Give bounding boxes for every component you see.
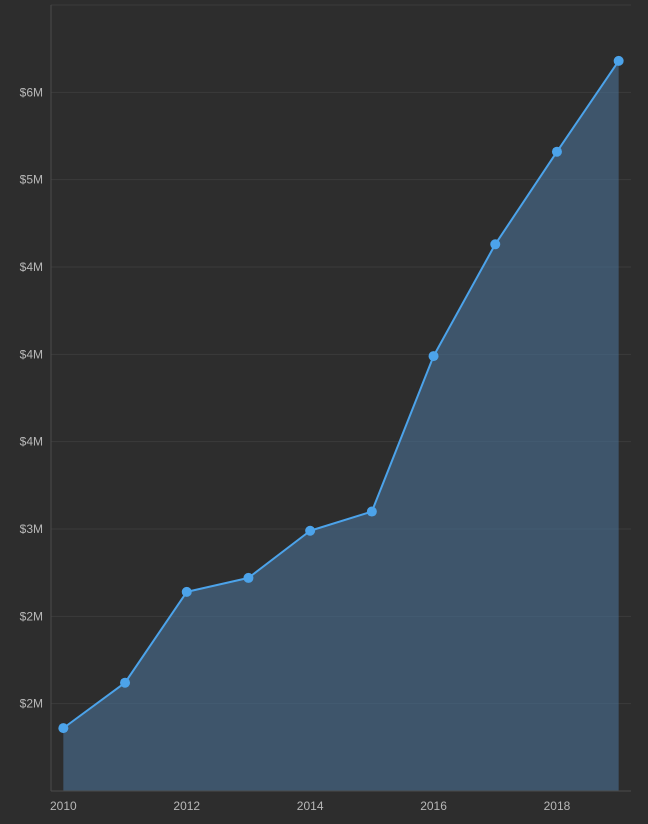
x-axis-tick-labels: 2010 2012 2014 2016 2018 bbox=[50, 799, 571, 813]
data-point bbox=[58, 723, 69, 734]
y-tick-label: $5M bbox=[20, 173, 43, 187]
y-tick-label: $2M bbox=[20, 609, 43, 623]
x-tick-label: 2018 bbox=[544, 799, 571, 813]
y-tick-label: $4M bbox=[20, 347, 43, 361]
area-fill-group bbox=[63, 60, 619, 792]
y-tick-label: $4M bbox=[20, 435, 43, 449]
data-point bbox=[490, 239, 501, 250]
data-point bbox=[613, 55, 624, 66]
data-points bbox=[58, 55, 624, 734]
data-point bbox=[243, 572, 254, 583]
data-point bbox=[428, 351, 439, 362]
data-point bbox=[120, 677, 131, 688]
y-tick-label: $4M bbox=[20, 260, 43, 274]
x-tick-label: 2014 bbox=[297, 799, 324, 813]
data-point bbox=[551, 146, 562, 157]
x-tick-label: 2012 bbox=[173, 799, 200, 813]
y-tick-label: $2M bbox=[20, 697, 43, 711]
data-point bbox=[181, 586, 192, 597]
y-tick-label: $3M bbox=[20, 522, 43, 536]
data-point bbox=[305, 525, 316, 536]
x-tick-label: 2016 bbox=[420, 799, 447, 813]
data-point bbox=[366, 506, 377, 517]
axes bbox=[50, 5, 631, 792]
y-axis-tick-labels: $2M $2M $3M $4M $4M $4M $5M $6M bbox=[20, 85, 43, 710]
series-line bbox=[62, 60, 620, 729]
x-tick-label: 2010 bbox=[50, 799, 77, 813]
series-line-group bbox=[62, 60, 620, 729]
series-area-fill bbox=[63, 60, 619, 792]
y-tick-label: $6M bbox=[20, 85, 43, 99]
